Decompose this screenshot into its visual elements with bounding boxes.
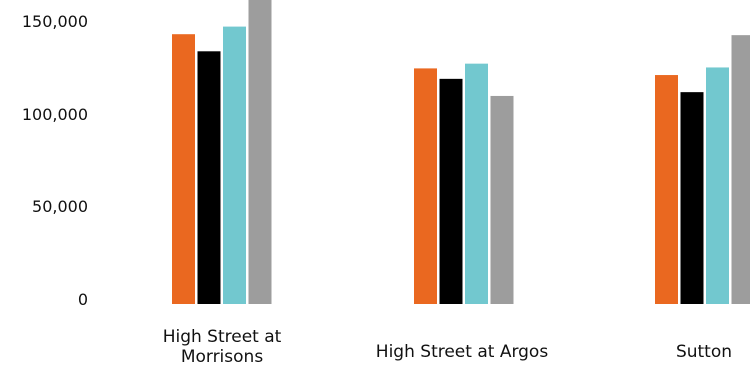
- y-tick-label: 150,000: [22, 12, 88, 31]
- category-label: Sutton: [676, 342, 732, 362]
- bar-groups: [172, 0, 750, 305]
- y-tick-label: 0: [78, 290, 88, 309]
- bar: [731, 35, 750, 305]
- bar-group: [655, 35, 750, 305]
- bar: [490, 95, 514, 304]
- y-axis: 0 50,000 100,000 150,000: [22, 12, 88, 309]
- y-tick-label: 100,000: [22, 105, 88, 124]
- bar: [706, 67, 729, 304]
- bar: [223, 26, 246, 304]
- category-label: High Street at: [163, 327, 282, 347]
- bar: [465, 63, 488, 305]
- bar: [197, 51, 221, 304]
- category-label: Morrisons: [181, 347, 264, 367]
- bar: [172, 34, 195, 304]
- bar: [414, 68, 437, 305]
- bar-group: [414, 63, 514, 305]
- category-label: High Street at Argos: [376, 342, 549, 362]
- bar: [439, 78, 463, 304]
- bar-group: [172, 0, 272, 304]
- bar: [248, 0, 272, 304]
- bar: [655, 75, 678, 304]
- y-tick-label: 50,000: [32, 197, 88, 216]
- bar: [680, 92, 704, 305]
